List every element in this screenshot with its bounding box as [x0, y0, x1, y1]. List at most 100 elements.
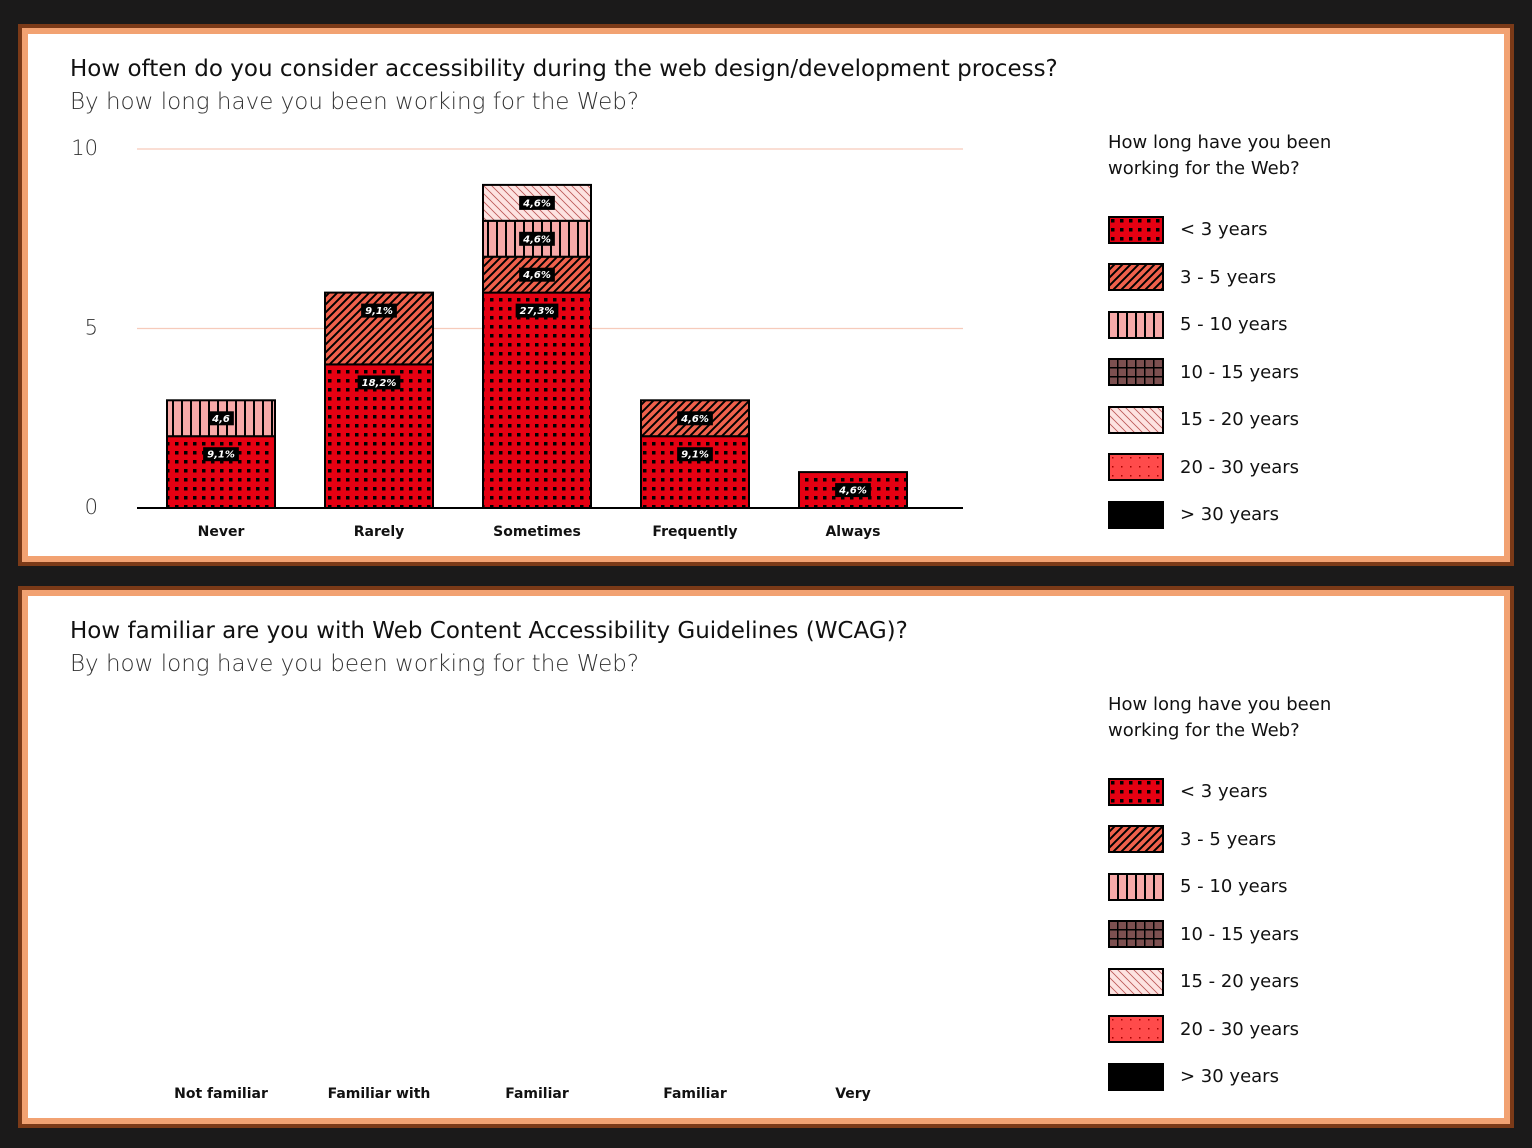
x-tick-label: Familiar with [328, 1086, 431, 1102]
legend-title: How long have you been working for the W… [1108, 694, 1332, 741]
data-label: 9,1% [361, 303, 397, 318]
data-label-text: 4,6% [522, 234, 551, 245]
legend-item: 15 - 20 years [1108, 396, 1408, 444]
x-tick-label: Always [825, 524, 880, 540]
x-tick-label: Not familiar [174, 1086, 268, 1102]
legend-label: < 3 years [1180, 781, 1268, 803]
legend-label: 3 - 5 years [1180, 266, 1277, 288]
x-tick-label: Familiar [505, 1086, 569, 1102]
legend-swatch [1108, 358, 1164, 387]
data-label: 9,1% [677, 447, 713, 462]
x-tick-label: Very [835, 1086, 871, 1102]
legend-swatch [1108, 1062, 1164, 1091]
data-label-box [208, 411, 234, 426]
legend: How long have you been working for the W… [1108, 692, 1408, 1101]
legend-item: < 3 years [1108, 206, 1408, 254]
data-label: 4,6% [519, 195, 555, 210]
bar-segment [324, 291, 434, 366]
data-label-text: 4,6% [838, 486, 867, 497]
legend-label: 20 - 30 years [1180, 1018, 1300, 1040]
legend-swatch [1108, 263, 1164, 292]
legend-swatch [1108, 405, 1164, 434]
legend-list: < 3 years 3 - 5 years 5 - 10 years 10 - 15 … [1108, 768, 1408, 1101]
legend-swatch-fill [1108, 263, 1164, 292]
legend-swatch-fill [1108, 500, 1164, 529]
y-tick-label: 10 [71, 136, 98, 160]
legend-item: > 30 years [1108, 1053, 1408, 1101]
legend-swatch [1108, 1015, 1164, 1044]
legend-item: 10 - 15 years [1108, 911, 1408, 959]
legend-label: 15 - 20 years [1180, 409, 1300, 431]
data-label-box [677, 447, 713, 462]
data-label-box [519, 195, 555, 210]
data-label: 4,6 [208, 411, 234, 426]
data-label-text: 4,6% [680, 414, 709, 425]
legend-swatch [1108, 872, 1164, 901]
bar-segment [166, 435, 276, 510]
data-label-box [677, 411, 713, 426]
legend-label: < 3 years [1180, 219, 1268, 241]
legend-label: 20 - 30 years [1180, 456, 1300, 478]
legend-item: 5 - 10 years [1108, 863, 1408, 911]
data-label: 4,6% [835, 483, 871, 498]
legend-label: 5 - 10 years [1180, 314, 1288, 336]
legend-swatch-fill [1108, 453, 1164, 482]
chart-panel: How familiar are you with Web Content Ac… [22, 590, 1510, 1124]
x-tick-label: Sometimes [493, 524, 581, 540]
legend-label: 10 - 15 years [1180, 923, 1300, 945]
data-label-box [835, 483, 871, 498]
data-label-text: 4,6% [522, 198, 551, 209]
legend-label: 10 - 15 years [1180, 361, 1300, 383]
y-tick-label: 0 [85, 495, 98, 519]
legend-swatch [1108, 215, 1164, 244]
legend-item: 20 - 30 years [1108, 444, 1408, 492]
legend-swatch-fill [1108, 405, 1164, 434]
legend: How long have you been working for the W… [1108, 130, 1408, 539]
legend-swatch [1108, 920, 1164, 949]
data-label: 4,6% [519, 231, 555, 246]
legend-item: 10 - 15 years [1108, 349, 1408, 397]
legend-swatch-fill [1108, 967, 1164, 996]
legend-swatch-fill [1108, 872, 1164, 901]
x-tick-label: Frequently [652, 524, 737, 540]
legend-item: 3 - 5 years [1108, 254, 1408, 302]
chart-subtitle: By how long have you been working for th… [70, 89, 640, 115]
legend-item: 3 - 5 years [1108, 816, 1408, 864]
x-tick-label: Never [198, 524, 245, 540]
data-label-box [515, 303, 559, 318]
legend-list: < 3 years 3 - 5 years 5 - 10 years 10 - 15 … [1108, 206, 1408, 539]
legend-swatch [1108, 777, 1164, 806]
data-label: 4,6% [519, 267, 555, 282]
legend-label: 15 - 20 years [1180, 971, 1300, 993]
legend-swatch-fill [1108, 1062, 1164, 1091]
data-label-text: 9,1% [365, 306, 393, 317]
chart-title: How often do you consider accessibility … [70, 56, 1058, 82]
data-label-text: 27,3% [520, 306, 555, 317]
y-tick-label: 5 [85, 316, 98, 340]
chart-panel: How often do you consider accessibility … [22, 28, 1510, 562]
data-label-box [361, 303, 397, 318]
data-label-box [519, 231, 555, 246]
legend-item: 20 - 30 years [1108, 1006, 1408, 1054]
legend-swatch-fill [1108, 920, 1164, 949]
legend-item: 15 - 20 years [1108, 958, 1408, 1006]
data-label-text: 9,1% [207, 450, 235, 461]
legend-swatch-fill [1108, 358, 1164, 387]
data-label: 18,2% [357, 375, 401, 390]
legend-swatch-fill [1108, 777, 1164, 806]
data-label-text: 9,1% [681, 450, 709, 461]
legend-swatch [1108, 500, 1164, 529]
legend-item: > 30 years [1108, 491, 1408, 539]
legend-swatch-fill [1108, 215, 1164, 244]
data-label-box [203, 447, 239, 462]
bar-segment [640, 435, 750, 510]
legend-label: 5 - 10 years [1180, 876, 1288, 898]
legend-swatch [1108, 825, 1164, 854]
data-label-box [357, 375, 401, 390]
bar-segment [482, 291, 592, 509]
legend-swatch [1108, 310, 1164, 339]
chart: 0 5 10 Never Rarely Sometimes Frequently Always… [71, 136, 963, 540]
legend-label: > 30 years [1180, 504, 1279, 526]
data-label-text: 4,6% [522, 270, 551, 281]
